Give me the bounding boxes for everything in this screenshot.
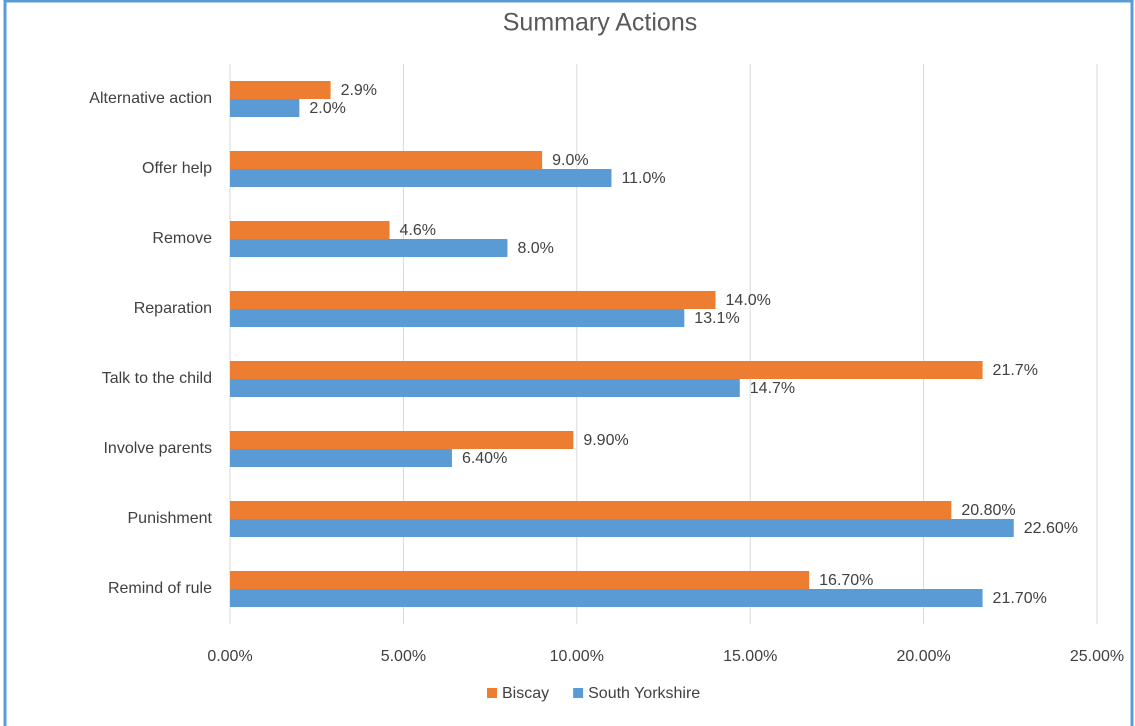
bar (230, 571, 810, 589)
data-label: 2.0% (309, 100, 345, 117)
data-label: 9.90% (583, 432, 628, 449)
x-tick-label: 25.00% (1070, 648, 1124, 665)
data-label: 6.40% (462, 450, 507, 467)
y-tick-label: Remind of rule (108, 580, 212, 597)
y-tick-label: Remove (152, 230, 212, 247)
legend-swatch (487, 688, 497, 698)
chart-title: Summary Actions (503, 9, 698, 37)
y-tick-label: Talk to the child (102, 370, 212, 387)
data-label: 16.70% (819, 572, 873, 589)
x-tick-label: 20.00% (896, 648, 950, 665)
data-label: 8.0% (517, 240, 553, 257)
y-tick-label: Reparation (134, 300, 212, 317)
data-label: 21.70% (993, 590, 1047, 607)
bar (230, 291, 716, 309)
bar (230, 361, 983, 379)
data-label: 20.80% (961, 502, 1015, 519)
y-tick-label: Punishment (128, 510, 213, 527)
bar (230, 501, 952, 519)
bar (230, 99, 300, 117)
bar (230, 169, 612, 187)
bar (230, 379, 740, 397)
y-tick-label: Involve parents (103, 440, 212, 457)
data-label: 9.0% (552, 152, 588, 169)
x-tick-label: 5.00% (381, 648, 426, 665)
bar (230, 239, 508, 257)
legend-swatch (573, 688, 584, 698)
bar (230, 309, 685, 327)
bar (230, 431, 574, 449)
legend-label: South Yorkshire (588, 685, 700, 702)
bar (230, 519, 1014, 537)
x-tick-label: 15.00% (723, 648, 777, 665)
legend-label: Biscay (502, 685, 549, 702)
data-label: 14.7% (750, 380, 795, 397)
x-tick-label: 10.00% (550, 648, 604, 665)
data-label: 11.0% (621, 170, 665, 187)
data-label: 22.60% (1024, 520, 1078, 537)
data-label: 4.6% (400, 222, 436, 239)
frame (3, 0, 1134, 726)
bar (230, 151, 543, 169)
x-tick-label: 0.00% (207, 648, 252, 665)
bar (230, 221, 390, 239)
bar (230, 589, 983, 607)
data-label: 21.7% (993, 362, 1038, 379)
data-label: 2.9% (341, 82, 377, 99)
data-label: 14.0% (726, 292, 771, 309)
y-tick-label: Alternative action (89, 90, 212, 107)
bar (230, 81, 331, 99)
bar (230, 449, 452, 467)
data-label: 13.1% (694, 310, 739, 327)
y-tick-label: Offer help (142, 160, 212, 177)
